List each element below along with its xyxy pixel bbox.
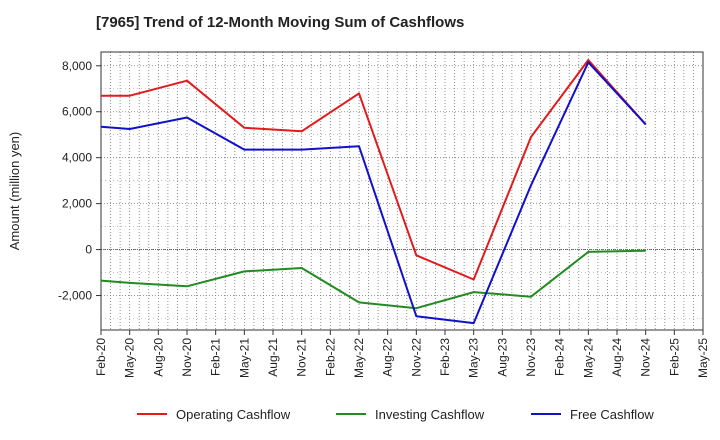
- x-tick-label: Feb-20: [94, 338, 108, 376]
- y-axis-label: Amount (million yen): [7, 132, 22, 251]
- x-tick-label: Aug-24: [610, 338, 624, 377]
- x-tick-label: Aug-23: [495, 338, 509, 377]
- axes-layer: -2,000 0 2,000 4,000 6,000 8,000 Feb-20 May-20 A…: [7, 51, 710, 378]
- legend-label: Investing Cashflow: [375, 407, 485, 422]
- legend-label: Free Cashflow: [570, 407, 654, 422]
- legend-layer: Operating Cashflow Investing Cashflow Free…: [137, 407, 654, 422]
- x-tick-label: Nov-23: [524, 338, 538, 377]
- x-tick-label: May-21: [237, 338, 251, 378]
- series-line-operating-cashflow: [101, 59, 647, 281]
- x-tick-label: Feb-24: [553, 338, 567, 376]
- legend-label: Operating Cashflow: [176, 407, 291, 422]
- x-tick-label: May-20: [123, 338, 137, 378]
- chart-title: [7965] Trend of 12-Month Moving Sum of C…: [96, 14, 465, 31]
- x-tick-label: Feb-22: [323, 338, 337, 376]
- y-tick-label: -2,000: [58, 289, 92, 303]
- x-tick-label: May-25: [696, 338, 710, 378]
- y-tick-label: 6,000: [62, 105, 92, 119]
- x-tick-label: Aug-22: [381, 338, 395, 377]
- series-line-free-cashflow: [100, 61, 647, 325]
- x-tick-label: May-24: [581, 338, 595, 378]
- x-tick-label: Aug-20: [151, 338, 165, 377]
- x-tick-label: Aug-21: [266, 338, 280, 377]
- series-layer: [100, 59, 647, 325]
- x-tick-label: Feb-25: [667, 338, 681, 376]
- x-tick-label: Nov-20: [180, 338, 194, 377]
- grid-layer: [100, 52, 704, 330]
- series-line-investing-cashflow: [100, 249, 646, 310]
- x-tick-label: Feb-23: [438, 338, 452, 376]
- x-tick-label: Nov-22: [409, 338, 423, 377]
- x-tick-label: May-23: [467, 338, 481, 378]
- y-tick-label: 0: [85, 243, 92, 257]
- plot-frame: [100, 51, 704, 331]
- y-tick-label: 4,000: [62, 151, 92, 165]
- y-tick-label: 2,000: [62, 197, 92, 211]
- x-tick-label: Nov-21: [295, 338, 309, 377]
- x-tick-label: Feb-21: [209, 338, 223, 376]
- y-tick-label: 8,000: [62, 59, 92, 73]
- x-tick-label: May-22: [352, 338, 366, 378]
- x-tick-label: Nov-24: [639, 338, 653, 377]
